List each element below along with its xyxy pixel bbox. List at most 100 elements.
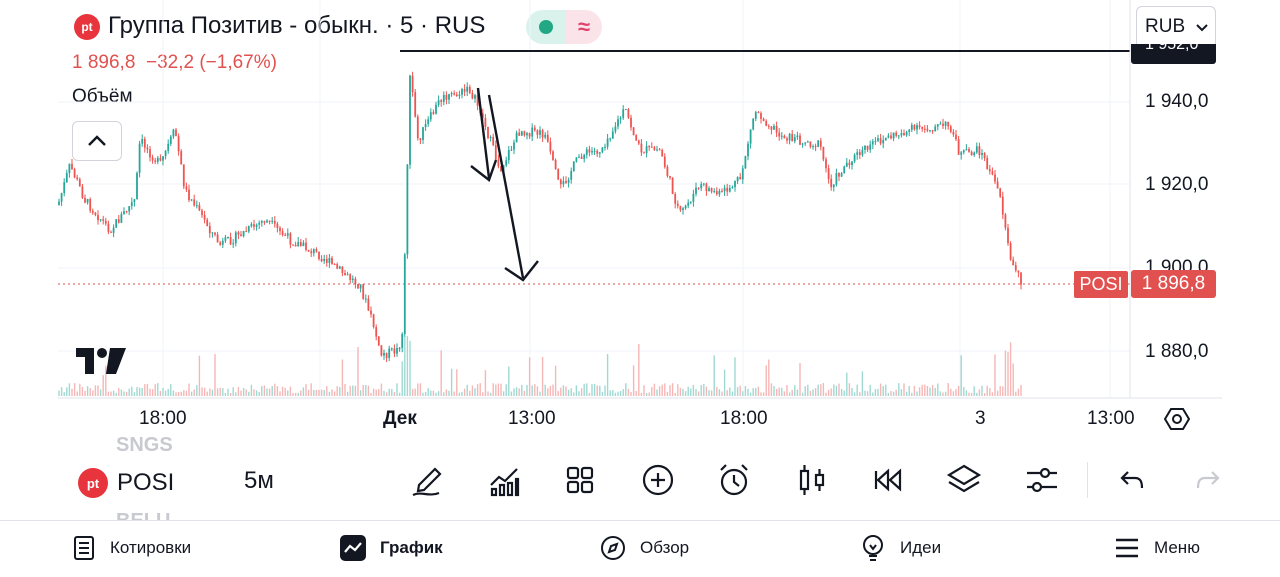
nav-overview[interactable]: Обзор [600, 528, 689, 568]
candle-body [84, 197, 86, 203]
candle-body [312, 249, 315, 254]
market-status-pill[interactable]: ≈ [526, 10, 602, 44]
current-price-badge: 1 896,8 [1131, 270, 1216, 298]
volume-bar [180, 391, 182, 396]
volume-bar [695, 389, 697, 396]
candle-body [258, 222, 261, 225]
nav-quotes[interactable]: Котировки [72, 528, 191, 568]
candle-body [988, 169, 991, 172]
replay-icon[interactable] [870, 462, 906, 498]
candle-body [572, 161, 575, 171]
nav-menu[interactable]: Меню [1114, 528, 1200, 568]
candle-body [710, 188, 713, 192]
nav-label: Идеи [900, 538, 942, 557]
price-chart[interactable] [0, 0, 1280, 440]
compare-icon[interactable] [486, 462, 522, 498]
candle-body [874, 140, 877, 142]
volume-bar [848, 383, 851, 396]
volume-bar [359, 390, 362, 396]
candle-body [926, 128, 929, 131]
candle-body [702, 183, 705, 185]
volume-bar [999, 385, 1001, 396]
volume-bar [157, 383, 159, 396]
candle-body [965, 149, 968, 151]
candle-body [944, 121, 947, 126]
candle-body [442, 94, 445, 102]
volume-bar [1007, 351, 1009, 396]
candle-body [905, 131, 908, 136]
volume-bar [58, 390, 60, 396]
toolbar-symbol[interactable]: POSI [117, 469, 175, 496]
volume-bar [268, 388, 271, 396]
volume-bar [749, 392, 752, 396]
chart-settings-icon[interactable] [1164, 406, 1190, 432]
volume-bar [489, 392, 492, 396]
candle-body [986, 157, 989, 170]
volume-bar [770, 383, 773, 396]
nav-chart[interactable]: График [340, 528, 443, 568]
candle-body [78, 179, 81, 187]
prev-symbol-ghost: SNGS [116, 434, 173, 456]
volume-bar [458, 392, 461, 396]
volume-bar [583, 383, 585, 396]
settings-icon[interactable] [1024, 462, 1060, 498]
candle-body [271, 220, 274, 222]
volume-bar [495, 384, 497, 396]
layers-icon[interactable] [946, 462, 982, 498]
candle-body [689, 201, 692, 203]
candle-body [219, 242, 222, 245]
candle-body [721, 190, 723, 192]
volume-bar [362, 385, 364, 396]
candle-body [648, 146, 651, 148]
volume-bar [591, 384, 593, 396]
candle-body [453, 93, 456, 95]
volume-bar [393, 392, 396, 396]
volume-bar [419, 383, 422, 396]
pencil-icon[interactable] [410, 462, 446, 498]
add-icon[interactable] [640, 462, 676, 498]
candle-body [827, 168, 830, 179]
candle-body [383, 352, 385, 356]
layouts-icon[interactable] [562, 462, 598, 498]
nav-ideas[interactable]: Идеи [860, 528, 941, 568]
candle-body [487, 126, 489, 139]
candle-body [591, 151, 593, 153]
volume-bar [474, 388, 476, 396]
undo-icon[interactable] [1114, 462, 1150, 498]
volume-bar [755, 387, 757, 396]
volume-bar [687, 386, 689, 396]
volume-bar [167, 389, 169, 396]
volume-bar [609, 390, 611, 396]
candle-body [91, 210, 94, 213]
candle-body [840, 173, 843, 177]
redo-icon[interactable] [1190, 462, 1226, 498]
price-label: 1 940,0 [1145, 91, 1209, 112]
volume-bar [768, 359, 770, 396]
symbol-title[interactable]: Группа Позитив - обыкн. · 5 · RUS [108, 12, 486, 39]
candle-body [653, 147, 656, 150]
volume-bar [973, 386, 975, 396]
candle-body [307, 249, 310, 252]
interval-button[interactable]: 5м [244, 467, 274, 494]
candle-body [567, 179, 570, 183]
collapse-legend-button[interactable] [72, 121, 122, 161]
volume-bar [240, 390, 242, 396]
volume-bar [500, 383, 502, 396]
candle-body [68, 163, 71, 174]
candle-body [245, 231, 248, 233]
volume-bar [510, 391, 513, 396]
volume-bar [266, 388, 268, 396]
volume-bar [1004, 350, 1007, 396]
volume-bar [671, 383, 674, 396]
alert-icon[interactable] [716, 462, 752, 498]
volume-bar [926, 385, 929, 396]
volume-bar [73, 383, 76, 396]
candles-icon[interactable] [794, 462, 830, 498]
candle-body [133, 199, 136, 203]
volume-bar [333, 391, 336, 396]
candle-body [73, 169, 76, 178]
candle-body [110, 231, 112, 233]
volume-bar [190, 391, 193, 396]
candle-body [619, 117, 622, 120]
candle-body [229, 236, 232, 245]
